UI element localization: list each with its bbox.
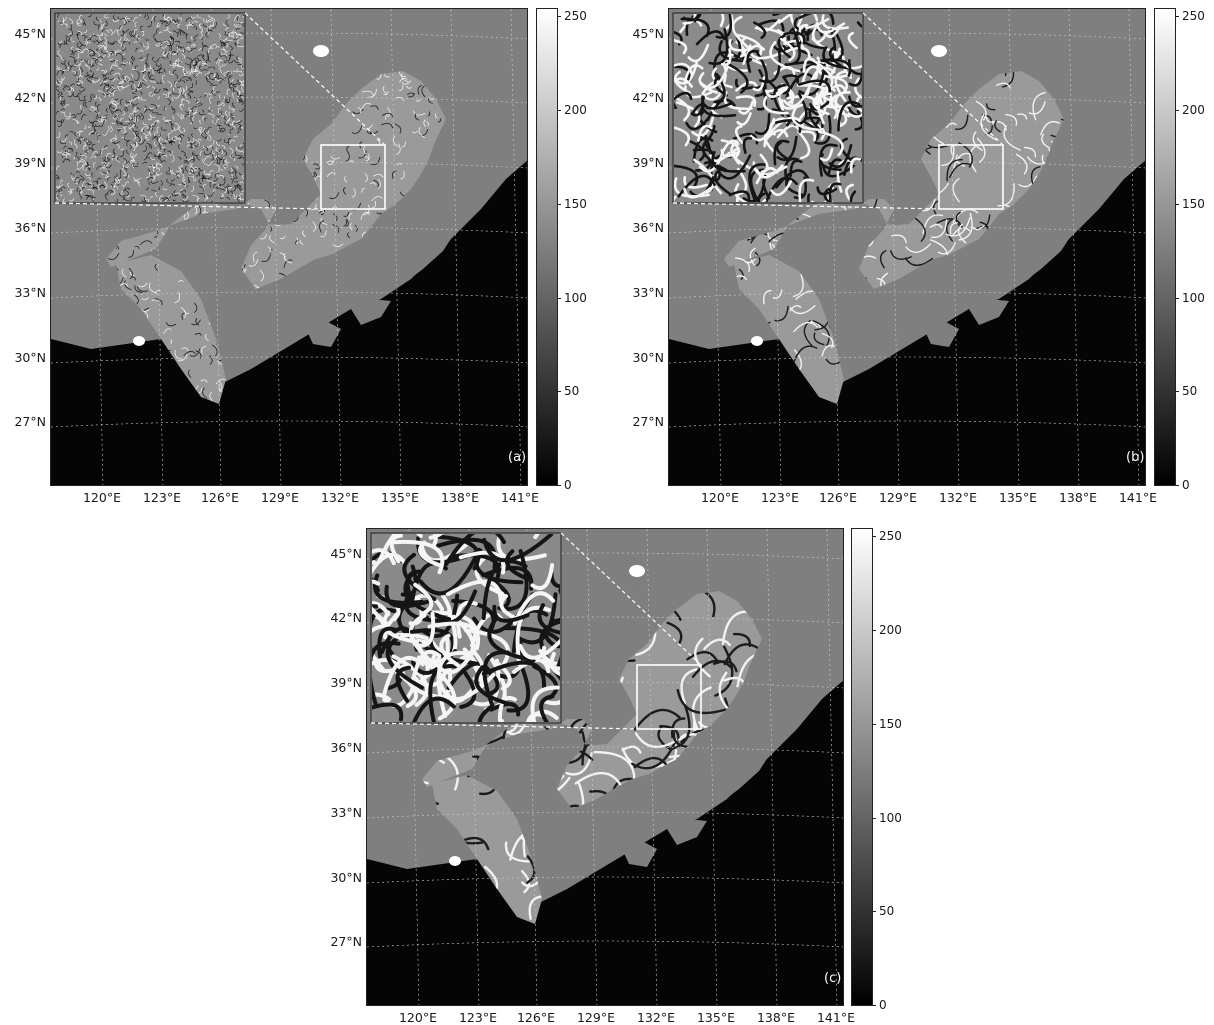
lat-label: 33°N	[632, 285, 664, 300]
lat-label: 36°N	[14, 220, 46, 235]
lat-label: 45°N	[330, 546, 362, 561]
lon-label: 141°E	[1118, 490, 1157, 505]
lon-label: 132°E	[938, 490, 977, 505]
lat-label: 42°N	[14, 90, 46, 105]
lon-label: 120°E	[398, 1010, 437, 1025]
colorbar-tick: 250	[1175, 9, 1205, 24]
zoom-inset-texture	[56, 14, 244, 202]
map-svg	[367, 529, 843, 1005]
focus-box	[938, 144, 1004, 210]
lat-label: 27°N	[330, 934, 362, 949]
panel-tag-b: (b)	[1126, 450, 1145, 465]
lon-label: 126°E	[516, 1010, 555, 1025]
lake-feature	[931, 45, 947, 57]
lat-label: 33°N	[330, 805, 362, 820]
lon-label: 120°E	[700, 490, 739, 505]
lake-feature	[313, 45, 329, 57]
panel-tag-a: (a)	[508, 450, 527, 465]
colorbar-tick: 100	[557, 290, 587, 305]
colorbar-tick: 200	[1175, 103, 1205, 118]
lon-label: 138°E	[1058, 490, 1097, 505]
map-b	[668, 8, 1146, 486]
lon-label: 138°E	[440, 490, 479, 505]
colorbar-tick: 150	[557, 196, 587, 211]
map-svg	[51, 9, 527, 485]
lat-label: 39°N	[330, 675, 362, 690]
colorbar-tick: 50	[556, 384, 580, 399]
pacific-ocean	[669, 160, 1145, 485]
colorbar-tick: 0	[872, 998, 887, 1012]
japan-islands	[622, 649, 807, 867]
colorbar-tick: 250	[872, 529, 902, 544]
lon-label: 141°E	[816, 1010, 855, 1025]
sea-region	[106, 71, 446, 404]
colorbar-tick: 50	[871, 904, 895, 919]
focus-box	[320, 144, 386, 210]
map-c	[366, 528, 844, 1006]
lat-label: 27°N	[14, 414, 46, 429]
lat-label: 36°N	[330, 740, 362, 755]
panel-tag-c: (c)	[824, 971, 842, 986]
colorbar-tick: 200	[872, 623, 902, 638]
colorbar-a	[536, 8, 558, 486]
lat-label: 39°N	[14, 155, 46, 170]
lat-label: 45°N	[632, 26, 664, 41]
colorbar-tick: 0	[1175, 478, 1190, 492]
lake-feature	[449, 856, 461, 866]
zoom-connector	[54, 202, 322, 210]
lon-label: 132°E	[636, 1010, 675, 1025]
colorbar-tick: 200	[557, 103, 587, 118]
sea-region	[422, 591, 762, 924]
pacific-ocean	[51, 160, 527, 485]
lat-label: 27°N	[632, 414, 664, 429]
lat-label: 30°N	[330, 870, 362, 885]
colorbar-tick: 100	[1175, 290, 1205, 305]
lat-label: 42°N	[330, 610, 362, 625]
zoom-inset-texture	[674, 14, 862, 202]
lon-label: 135°E	[998, 490, 1037, 505]
zoom-connector	[370, 722, 638, 730]
lon-label: 129°E	[576, 1010, 615, 1025]
lon-label: 126°E	[200, 490, 239, 505]
colorbar-tick: 50	[1174, 384, 1198, 399]
map-a	[50, 8, 528, 486]
japan-islands	[924, 129, 1109, 347]
colorbar-tick: 250	[557, 9, 587, 24]
lon-label: 135°E	[696, 1010, 735, 1025]
lon-label: 138°E	[756, 1010, 795, 1025]
japan-islands	[306, 129, 491, 347]
lake-feature	[133, 336, 145, 346]
lon-label: 120°E	[82, 490, 121, 505]
lon-label: 123°E	[142, 490, 181, 505]
lon-label: 123°E	[760, 490, 799, 505]
lat-label: 39°N	[632, 155, 664, 170]
lon-label: 141°E	[500, 490, 539, 505]
lat-label: 45°N	[14, 26, 46, 41]
map-svg	[669, 9, 1145, 485]
pacific-ocean	[367, 680, 843, 1005]
lake-feature	[629, 565, 645, 577]
colorbar-c	[851, 528, 873, 1006]
focus-box	[636, 664, 702, 730]
lake-feature	[751, 336, 763, 346]
lon-label: 135°E	[380, 490, 419, 505]
lat-label: 42°N	[632, 90, 664, 105]
lon-label: 129°E	[878, 490, 917, 505]
lon-label: 126°E	[818, 490, 857, 505]
colorbar-tick: 150	[1175, 196, 1205, 211]
lon-label: 132°E	[320, 490, 359, 505]
colorbar-tick: 100	[872, 810, 902, 825]
sea-region	[724, 71, 1064, 404]
colorbar-tick: 150	[872, 716, 902, 731]
lon-label: 129°E	[260, 490, 299, 505]
zoom-connector	[672, 202, 940, 210]
zoom-inset-texture	[372, 534, 560, 722]
lat-label: 30°N	[14, 350, 46, 365]
colorbar-b	[1154, 8, 1176, 486]
lat-label: 33°N	[14, 285, 46, 300]
lon-label: 123°E	[458, 1010, 497, 1025]
lat-label: 30°N	[632, 350, 664, 365]
colorbar-tick: 0	[557, 478, 572, 492]
lat-label: 36°N	[632, 220, 664, 235]
